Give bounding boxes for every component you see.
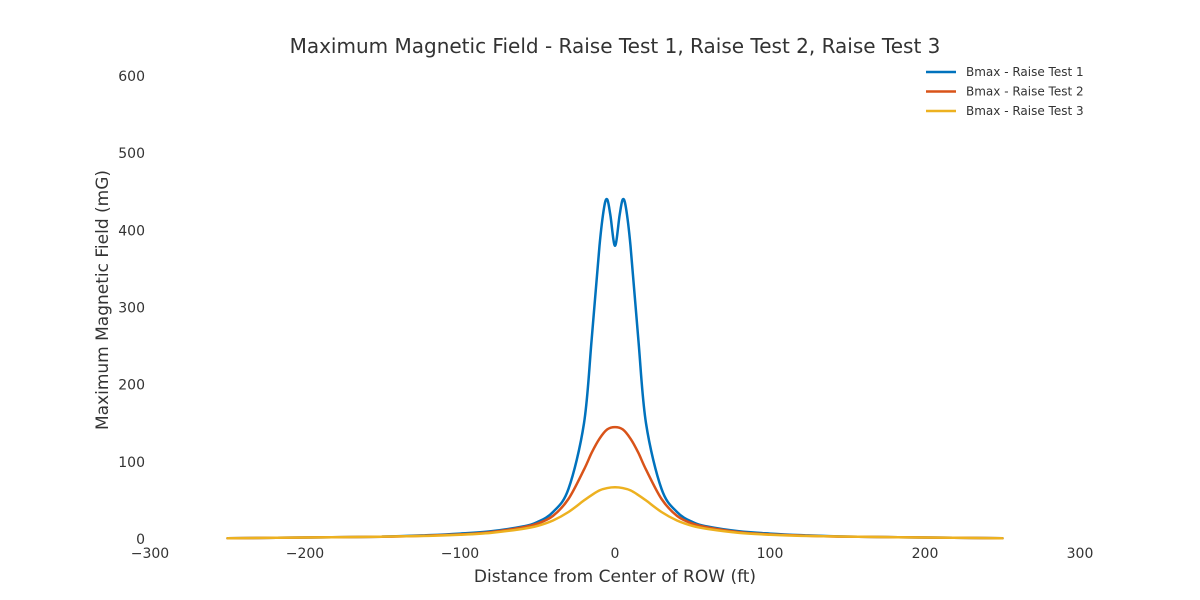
y-tick-label: 500	[118, 146, 145, 162]
x-tick-label: 300	[1067, 546, 1094, 562]
series-line-3	[226, 486, 1004, 540]
x-tick-label: 200	[912, 546, 939, 562]
chart-title: Maximum Magnetic Field - Raise Test 1, R…	[290, 34, 941, 58]
x-tick-label: 100	[757, 546, 784, 562]
x-tick-label: −200	[286, 546, 324, 562]
x-tick-label: −300	[131, 546, 169, 562]
x-tick-label: −100	[441, 546, 479, 562]
legend-label-2: Bmax - Raise Test 2	[966, 85, 1084, 99]
x-tick-label: 0	[611, 546, 620, 562]
y-tick-label: 400	[118, 223, 145, 239]
y-axis-label: Maximum Magnetic Field (mG)	[93, 170, 113, 430]
y-tick-label: 0	[136, 532, 145, 548]
legend-item-1: Bmax - Raise Test 1	[926, 65, 1084, 79]
legend-item-2: Bmax - Raise Test 2	[926, 85, 1084, 99]
series-lines	[226, 197, 1004, 540]
y-axis-ticks: 0 100 200 300 400 500 600	[118, 69, 145, 548]
x-axis-ticks: −300 −200 −100 0 100 200 300	[131, 546, 1094, 562]
series-line-2	[226, 425, 1004, 540]
legend: Bmax - Raise Test 1 Bmax - Raise Test 2 Bm…	[926, 65, 1084, 118]
legend-label-1: Bmax - Raise Test 1	[966, 65, 1084, 79]
legend-item-3: Bmax - Raise Test 3	[926, 104, 1084, 118]
legend-label-3: Bmax - Raise Test 3	[966, 104, 1084, 118]
y-tick-label: 600	[118, 69, 145, 85]
y-tick-label: 100	[118, 455, 145, 471]
x-axis-label: Distance from Center of ROW (ft)	[474, 567, 756, 587]
y-tick-label: 200	[118, 378, 145, 394]
y-tick-label: 300	[118, 301, 145, 317]
